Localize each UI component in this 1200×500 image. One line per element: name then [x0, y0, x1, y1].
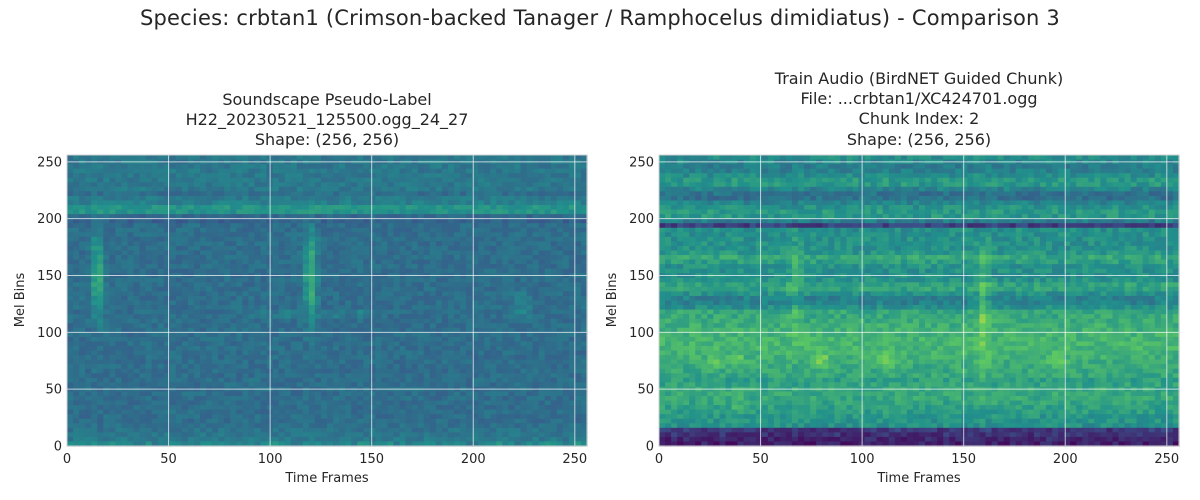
y-tick-label: 200: [629, 212, 654, 227]
y-tick-label: 150: [629, 269, 654, 284]
y-tick-label: 100: [37, 326, 62, 341]
right-x-ticks: 0 50 100 150 200 250: [655, 452, 1179, 467]
x-tick-label: 50: [160, 452, 177, 467]
right-y-ticks: 0 50 100 150 200 250: [629, 155, 654, 454]
x-tick-label: 100: [850, 452, 875, 467]
left-x-ticks: 0 50 100 150 200 250: [63, 452, 587, 467]
right-title-line-3: Chunk Index: 2: [859, 109, 980, 128]
left-title-line-2: H22_20230521_125500.ogg_24_27: [186, 110, 469, 130]
train-audio-spectrogram-panel: Train Audio (BirdNET Guided Chunk) File:…: [605, 69, 1180, 486]
right-x-axis-label: Time Frames: [876, 471, 960, 486]
right-heatmap-cells: [659, 155, 1180, 447]
x-tick-label: 100: [258, 452, 283, 467]
right-title-line-1: Train Audio (BirdNET Guided Chunk): [774, 69, 1063, 88]
x-tick-label: 150: [951, 452, 976, 467]
x-tick-label: 50: [752, 452, 769, 467]
y-tick-label: 200: [37, 212, 62, 227]
y-tick-label: 250: [37, 155, 62, 170]
right-title-line-4: Shape: (256, 256): [847, 130, 991, 149]
x-tick-label: 250: [1154, 452, 1179, 467]
left-heatmap-cells: [67, 155, 588, 447]
right-title-line-2: File: ...crbtan1/XC424701.ogg: [800, 89, 1037, 108]
y-tick-label: 50: [637, 383, 654, 398]
y-tick-label: 50: [45, 383, 62, 398]
y-tick-label: 150: [37, 269, 62, 284]
x-tick-label: 150: [359, 452, 384, 467]
left-axes-frame: [66, 154, 588, 447]
x-tick-label: 0: [63, 452, 71, 467]
y-tick-label: 0: [646, 440, 654, 455]
left-y-ticks: 0 50 100 150 200 250: [37, 155, 62, 454]
y-tick-label: 100: [629, 326, 654, 341]
soundscape-spectrogram-panel: Soundscape Pseudo-Label H22_20230521_125…: [13, 90, 588, 486]
right-y-axis-label: Mel Bins: [605, 273, 620, 328]
x-tick-label: 200: [1053, 452, 1078, 467]
figure-suptitle: Species: crbtan1 (Crimson-backed Tanager…: [139, 6, 1060, 30]
left-title-line-3: Shape: (256, 256): [255, 130, 399, 149]
x-tick-label: 250: [562, 452, 587, 467]
left-x-axis-label: Time Frames: [284, 471, 368, 486]
y-tick-label: 0: [54, 440, 62, 455]
left-y-axis-label: Mel Bins: [13, 273, 28, 328]
left-title-line-1: Soundscape Pseudo-Label: [222, 90, 431, 109]
y-tick-label: 250: [629, 155, 654, 170]
right-axes-frame: [658, 154, 1180, 447]
x-tick-label: 200: [461, 452, 486, 467]
x-tick-label: 0: [655, 452, 663, 467]
